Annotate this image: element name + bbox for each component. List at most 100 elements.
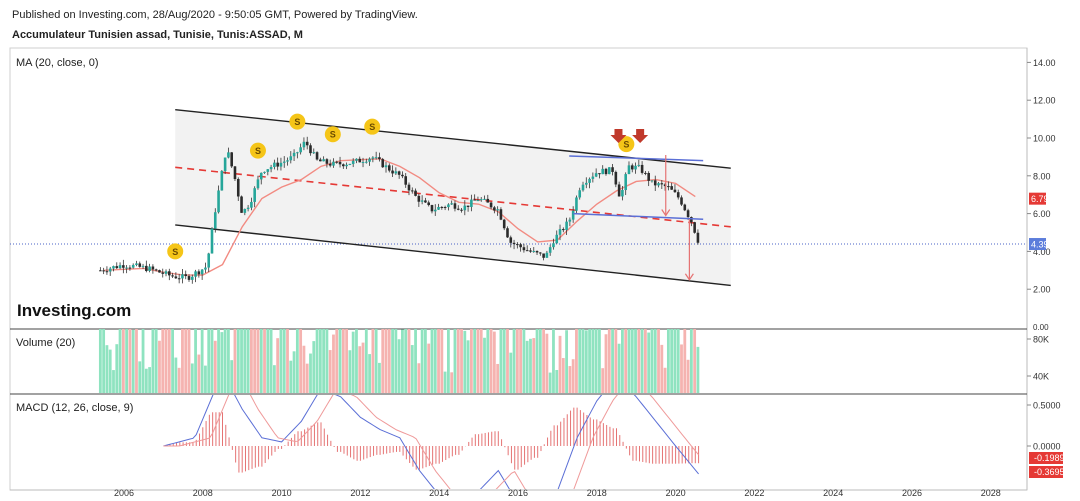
candle-body xyxy=(607,167,611,175)
channel-median-line[interactable] xyxy=(175,166,731,228)
candle-body xyxy=(575,197,578,211)
volume-bar xyxy=(335,329,339,393)
down-arrow-icon[interactable] xyxy=(610,129,627,144)
candle-body xyxy=(453,203,457,209)
candle-body xyxy=(660,183,664,185)
volume-bar xyxy=(253,329,257,393)
macd-indicator-title[interactable]: MACD (12, 26, close, 9) xyxy=(16,402,133,414)
ma-indicator-title[interactable]: MA (20, close, 0) xyxy=(16,57,99,69)
neckline[interactable] xyxy=(573,212,704,221)
ma-value-badge xyxy=(1029,192,1046,205)
candle-body xyxy=(479,199,483,201)
resistance-line[interactable] xyxy=(569,155,704,162)
dividend-icon[interactable] xyxy=(324,126,341,143)
dividend-icon[interactable] xyxy=(167,243,184,260)
candle-body xyxy=(522,247,526,251)
candle-body xyxy=(102,270,105,272)
dividend-icon[interactable] xyxy=(364,118,381,135)
candle-body xyxy=(650,180,654,182)
dividend-icon[interactable] xyxy=(249,142,266,159)
volume-bar xyxy=(673,329,677,393)
candle-body xyxy=(476,200,480,202)
volume-bar xyxy=(473,329,477,393)
volume-bar xyxy=(345,329,349,393)
candle-body xyxy=(555,234,559,244)
time-tick-label: 2026 xyxy=(902,488,922,498)
main-price-pane[interactable]: S S S S S S xyxy=(10,108,1027,287)
candle-body xyxy=(328,163,332,166)
candle-body xyxy=(253,188,256,202)
volume-bar xyxy=(686,359,690,393)
candle-body xyxy=(368,158,371,162)
down-arrow-icon[interactable] xyxy=(632,129,649,144)
volume-bar xyxy=(387,329,391,393)
volume-bar xyxy=(492,331,496,393)
candle-body xyxy=(181,274,184,279)
volume-bar xyxy=(105,345,109,393)
volume-bar xyxy=(627,329,631,393)
volume-bar xyxy=(279,329,283,393)
volume-bar xyxy=(670,329,674,393)
candle-body xyxy=(108,268,112,272)
candle-body xyxy=(673,189,677,193)
axes: 2.00 4.00 6.00 8.00 10.00 12.00 14.00 6.79 4.39 0… xyxy=(114,58,1065,498)
candle-body xyxy=(696,232,700,243)
dividend-icon[interactable] xyxy=(618,136,635,153)
volume-bar xyxy=(401,329,404,393)
volume-bar xyxy=(259,329,263,393)
volume-bar xyxy=(325,329,329,393)
candle-body xyxy=(374,157,378,159)
volume-bar xyxy=(558,335,562,393)
time-tick-label: 2010 xyxy=(272,488,292,498)
candle-body xyxy=(355,158,358,161)
volume-bar xyxy=(233,329,237,393)
volume-bar xyxy=(466,340,470,393)
dividend-icon[interactable] xyxy=(289,113,306,130)
macd-tick-label: 0.5000 xyxy=(1033,401,1061,411)
candle-body xyxy=(420,200,424,202)
channel-lower-line[interactable] xyxy=(175,224,731,287)
candle-body xyxy=(299,147,302,153)
candle-body xyxy=(493,207,496,211)
candle-body xyxy=(384,165,388,168)
volume-bar xyxy=(479,329,483,393)
volume-indicator-title[interactable]: Volume (20) xyxy=(16,337,75,349)
volume-bar xyxy=(430,329,434,393)
candle-body xyxy=(670,186,673,190)
time-tick-label: 2006 xyxy=(114,488,134,498)
candle-body xyxy=(312,152,316,154)
volume-bar xyxy=(650,329,654,393)
volume-bar xyxy=(332,334,335,393)
candle-body xyxy=(207,253,211,268)
volume-pane[interactable] xyxy=(98,329,700,393)
candle-body xyxy=(558,229,562,235)
candle-body xyxy=(269,167,273,170)
candle-body xyxy=(667,186,670,188)
volume-bar xyxy=(680,344,683,393)
volume-bar xyxy=(525,340,529,393)
price-value-text: 4.39 xyxy=(1031,240,1049,250)
candle-body xyxy=(220,170,224,191)
candle-body xyxy=(414,190,417,196)
volume-bar xyxy=(98,329,102,393)
candle-body xyxy=(460,209,463,211)
signal-line xyxy=(163,395,699,489)
volume-bar xyxy=(368,354,371,393)
price-tick-label: 10.00 xyxy=(1033,134,1056,144)
volume-bar xyxy=(210,329,214,393)
volume-bar xyxy=(696,346,700,393)
volume-bar xyxy=(302,345,306,393)
candle-body xyxy=(233,166,237,180)
candle-body xyxy=(644,172,647,174)
volume-bar xyxy=(236,329,240,393)
volume-bar xyxy=(437,329,440,393)
volume-bar xyxy=(220,332,224,393)
candle-body xyxy=(676,192,680,198)
time-tick-label: 2024 xyxy=(823,488,843,498)
volume-bar xyxy=(213,340,217,393)
macd-pane[interactable] xyxy=(163,372,700,501)
volume-bar xyxy=(588,329,591,393)
candle-body xyxy=(125,267,128,269)
candle-body xyxy=(351,160,355,164)
